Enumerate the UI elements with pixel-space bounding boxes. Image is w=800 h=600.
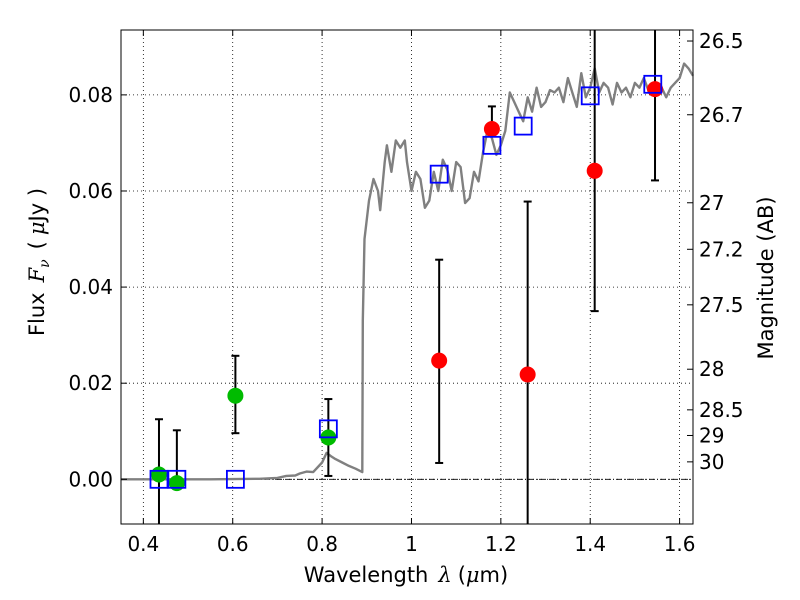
magnitude-tick-label: 27.5 bbox=[699, 293, 744, 317]
plot-frame bbox=[120, 29, 694, 525]
axis-ticks: 0.4 0.6 0.8 1 1.2 1.4 1.6 0.00 0.02 0.04 0.06 0.08 2… bbox=[68, 29, 743, 556]
model-photometry-markers bbox=[149, 74, 663, 489]
data-markers bbox=[150, 81, 664, 492]
magnitude-tick-label: 28 bbox=[699, 357, 724, 381]
x-axis-title: Wavelength λ (μm) bbox=[304, 563, 508, 587]
x-tick-label: 1.4 bbox=[574, 532, 606, 556]
magnitude-tick-label: 26.7 bbox=[699, 103, 744, 127]
model-photometry-square bbox=[482, 135, 502, 155]
optical-point bbox=[150, 466, 167, 483]
x-axis-title-text: Wavelength bbox=[304, 563, 429, 587]
magnitude-tick-label: 30 bbox=[699, 450, 724, 474]
nir-point bbox=[483, 120, 500, 137]
y-axis-title-text: Flux bbox=[25, 292, 49, 336]
y-tick-label: 0.06 bbox=[68, 179, 113, 203]
nir-point bbox=[647, 81, 664, 98]
y-tick-label: 0.02 bbox=[68, 371, 113, 395]
x-tick-label: 1.2 bbox=[485, 532, 517, 556]
model-photometry-square bbox=[580, 86, 600, 106]
x-tick-label: 1 bbox=[405, 532, 418, 556]
x-tick-label: 0.8 bbox=[306, 532, 338, 556]
model-photometry-square bbox=[643, 74, 663, 94]
y-tick-label: 0.08 bbox=[68, 83, 113, 107]
nir-point bbox=[519, 366, 536, 383]
x-tick-label: 1.6 bbox=[664, 532, 696, 556]
magnitude-tick-label: 27 bbox=[699, 191, 724, 215]
y-axis-title: FluxFν(μJy ) bbox=[25, 188, 53, 336]
model-photometry-square bbox=[167, 469, 187, 489]
nir-point bbox=[431, 352, 448, 369]
model-photometry-square bbox=[225, 469, 245, 489]
magnitude-tick-label: 28.5 bbox=[699, 398, 744, 422]
y-tick-label: 0.00 bbox=[68, 467, 113, 491]
model-photometry-square bbox=[429, 164, 449, 184]
model-spectrum-group bbox=[121, 62, 695, 481]
x-tick-label: 0.4 bbox=[127, 532, 159, 556]
optical-point bbox=[168, 475, 185, 492]
magnitude-tick-label: 26.5 bbox=[699, 29, 744, 53]
magnitude-axis-title: Magnitude (AB) bbox=[754, 196, 778, 359]
x-tick-label: 0.6 bbox=[217, 532, 249, 556]
grid-lines bbox=[121, 30, 693, 524]
magnitude-tick-label: 27.2 bbox=[699, 237, 744, 261]
model-spectrum-line bbox=[121, 62, 695, 481]
y-tick-label: 0.04 bbox=[68, 275, 113, 299]
magnitude-tick-label: 29 bbox=[699, 423, 724, 447]
model-photometry-square bbox=[318, 419, 338, 439]
model-photometry-square bbox=[513, 116, 533, 136]
optical-point bbox=[227, 387, 244, 404]
nir-point bbox=[586, 162, 603, 179]
